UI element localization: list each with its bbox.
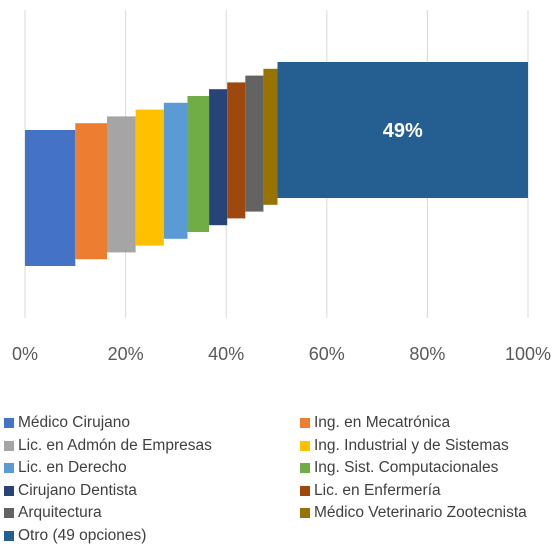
- legend-item: Lic. en Admón de Empresas: [4, 435, 212, 457]
- legend-swatch: [300, 485, 310, 496]
- legend-swatch: [4, 418, 14, 428]
- legend-item: Otro (49 opciones): [4, 525, 146, 547]
- bar-segment: [163, 102, 188, 239]
- x-tick-label: 60%: [309, 344, 345, 364]
- bar-segment: [227, 82, 246, 219]
- x-tick-label: 40%: [208, 344, 244, 364]
- bar-segment: [187, 96, 210, 232]
- legend-swatch: [4, 530, 14, 541]
- legend-swatch: [300, 418, 310, 428]
- legend-swatch: [300, 508, 310, 518]
- legend-swatch: [4, 508, 14, 518]
- legend-label: Ing. Industrial y de Sistemas: [314, 436, 509, 454]
- x-tick-label: 80%: [409, 344, 445, 364]
- legend-label: Lic. en Admón de Empresas: [18, 436, 212, 454]
- legend-swatch: [300, 440, 310, 451]
- bar-segment: [135, 109, 164, 246]
- legend-label: Otro (49 opciones): [18, 526, 147, 544]
- legend-label: Médico Cirujano: [18, 414, 130, 431]
- legend-label: Médico Veterinario Zootecnista: [314, 504, 527, 521]
- legend-item: Ing. Sist. Computacionales: [300, 457, 498, 479]
- legend-label: Lic. en Enfermería: [314, 481, 441, 499]
- legend-swatch: [300, 463, 310, 473]
- legend-item: Médico Cirujano: [4, 412, 130, 434]
- x-tick-label: 100%: [505, 344, 551, 364]
- legend-item: Médico Veterinario Zootecnista: [300, 502, 527, 524]
- bar-segment: [106, 116, 136, 253]
- bar-segment: [263, 68, 278, 205]
- legend-item: Ing. Industrial y de Sistemas: [300, 435, 509, 457]
- legend-item: Cirujano Dentista: [4, 480, 137, 502]
- x-axis-ticks: 0% 20% 40% 60% 80% 100%: [12, 344, 551, 364]
- legend-item: Arquitectura: [4, 502, 102, 524]
- legend-swatch: [4, 463, 14, 473]
- x-tick-label: 0%: [12, 344, 38, 364]
- bar-segment: [25, 130, 76, 266]
- bar-segment: [277, 62, 528, 198]
- legend-label: Ing. Sist. Computacionales: [314, 459, 499, 476]
- legend-label: Arquitectura: [18, 504, 102, 521]
- bar-segment: [245, 75, 264, 212]
- legend-item: Lic. en Enfermería: [300, 480, 441, 502]
- legend-label: Ing. en Mecatrónica: [314, 414, 451, 431]
- legend-label: Lic. en Derecho: [18, 459, 127, 476]
- bar-segment: [209, 89, 228, 226]
- legend: Médico Cirujano Ing. en Mecatrónica Lic. e…: [0, 412, 556, 552]
- legend-label: Cirujano Dentista: [18, 481, 137, 499]
- bar-segment: [75, 123, 107, 260]
- legend-swatch: [4, 440, 14, 451]
- x-tick-label: 20%: [108, 344, 144, 364]
- legend-item: Ing. en Mecatrónica: [300, 412, 450, 434]
- bar-segments: 49%: [25, 62, 528, 266]
- legend-item: Lic. en Derecho: [4, 457, 127, 479]
- legend-swatch: [4, 485, 14, 496]
- data-label: 49%: [383, 120, 423, 142]
